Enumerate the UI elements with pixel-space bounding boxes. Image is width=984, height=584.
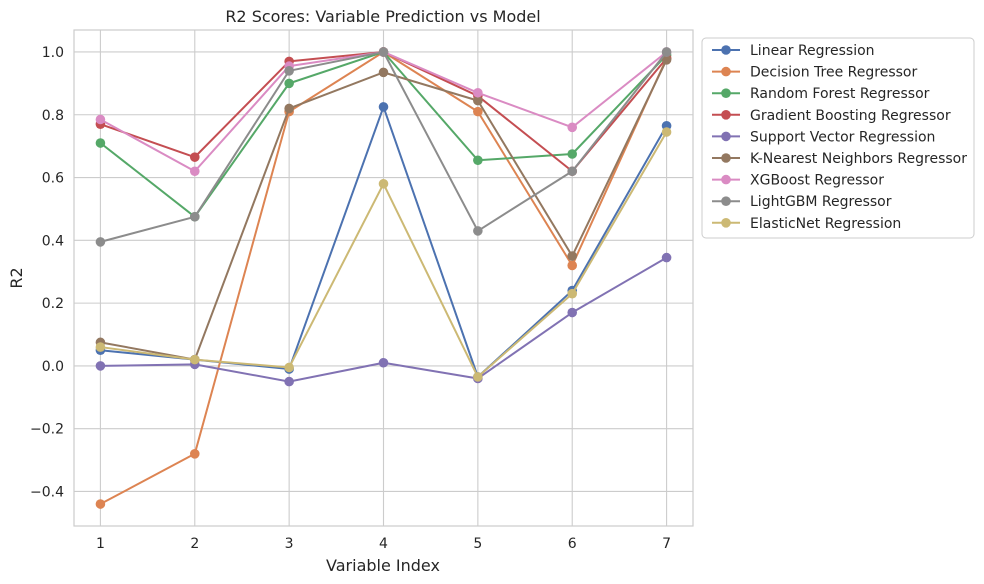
data-point: [567, 122, 578, 133]
legend-label: Support Vector Regression: [750, 129, 935, 145]
data-point: [661, 252, 672, 263]
chart-title: R2 Scores: Variable Prediction vs Model: [225, 7, 540, 26]
series-elasticnet-regression: [95, 127, 672, 382]
legend-marker: [721, 110, 731, 120]
y-tick-label: 0.8: [42, 108, 64, 124]
legend-entry: K-Nearest Neighbors Regressor: [712, 151, 967, 167]
legend-marker: [721, 45, 731, 55]
x-axis-label: Variable Index: [326, 556, 440, 575]
legend-marker: [721, 66, 731, 77]
legend-marker: [721, 88, 731, 98]
data-point: [473, 226, 483, 236]
y-tick-label: 1.0: [42, 45, 64, 61]
data-point: [95, 114, 106, 125]
x-tick-label: 5: [473, 536, 482, 552]
data-point: [661, 127, 672, 137]
data-point: [95, 499, 106, 509]
legend-label: Gradient Boosting Regressor: [750, 108, 951, 124]
legend-entry: LightGBM Regressor: [712, 194, 892, 210]
y-axis-label: R2: [7, 267, 26, 288]
legend-marker: [721, 196, 731, 206]
legend-label: XGBoost Regressor: [750, 173, 884, 189]
data-point: [567, 149, 578, 159]
data-point: [567, 288, 578, 299]
legend-label: Linear Regression: [750, 43, 875, 59]
y-tick-label: 0.4: [42, 233, 64, 249]
data-point: [284, 66, 294, 76]
data-point: [567, 251, 578, 261]
data-point: [567, 166, 578, 177]
data-point: [284, 362, 294, 373]
data-point: [661, 47, 672, 57]
data-point: [661, 55, 672, 65]
legend-entry: Decision Tree Regressor: [712, 65, 917, 81]
data-point: [473, 106, 483, 117]
x-tick-label: 6: [568, 536, 577, 552]
legend-entry: Gradient Boosting Regressor: [712, 108, 951, 124]
data-point: [567, 307, 578, 318]
data-point: [473, 87, 483, 98]
data-point: [378, 67, 389, 78]
data-point: [473, 95, 483, 106]
x-tick-label: 1: [96, 536, 105, 552]
legend-label: Decision Tree Regressor: [750, 65, 917, 81]
data-point: [378, 357, 389, 368]
data-point: [189, 448, 200, 459]
y-tick-label: 0.2: [42, 296, 64, 312]
legend-entry: Support Vector Regression: [712, 129, 935, 145]
x-tick-label: 7: [662, 536, 671, 552]
legend-label: K-Nearest Neighbors Regressor: [750, 151, 967, 167]
x-tick-label: 3: [285, 536, 294, 552]
y-tick-label: 0.6: [42, 171, 64, 187]
data-point: [95, 342, 106, 352]
x-tick-label: 2: [190, 536, 199, 552]
y-tick-label: −0.2: [30, 422, 64, 438]
y-tick-label: 0.0: [42, 359, 64, 375]
data-point: [189, 166, 200, 177]
data-point: [95, 138, 106, 148]
y-tick-label: −0.4: [30, 484, 64, 500]
legend-marker: [721, 218, 731, 228]
legend-label: ElasticNet Regression: [750, 216, 901, 232]
legend-entry: Linear Regression: [712, 43, 875, 59]
x-tick-labels: 1 2 3 4 5 6 7: [96, 536, 671, 552]
legend-entry: XGBoost Regressor: [712, 173, 884, 189]
legend: Linear Regression Decision Tree Regressor…: [701, 37, 975, 239]
data-point: [378, 47, 389, 57]
x-tick-label: 4: [379, 536, 388, 552]
data-point: [189, 211, 200, 222]
legend-frame: [701, 37, 975, 239]
data-point: [189, 354, 200, 365]
legend-marker: [721, 131, 731, 142]
legend-marker: [721, 174, 731, 185]
legend-marker: [721, 153, 731, 163]
data-point: [378, 102, 389, 112]
legend-entry: Random Forest Regressor: [712, 86, 930, 102]
data-point: [284, 103, 294, 114]
legend-label: LightGBM Regressor: [750, 194, 892, 210]
data-point: [284, 376, 294, 387]
data-point: [378, 179, 389, 189]
data-point: [95, 361, 106, 371]
legend-entry: ElasticNet Regression: [712, 216, 901, 232]
plot-border: [73, 29, 694, 527]
y-tick-labels: −0.4 −0.2 0.0 0.2 0.4 0.6 0.8 1.0: [30, 45, 64, 500]
series-lightgbm-regressor: [95, 47, 672, 247]
data-point: [189, 152, 200, 162]
data-point: [567, 260, 578, 271]
data-point: [473, 155, 483, 166]
data-point: [473, 372, 483, 382]
data-point: [284, 78, 294, 89]
series-layer: [95, 47, 672, 509]
legend-label: Random Forest Regressor: [750, 86, 930, 102]
data-point: [95, 237, 106, 247]
